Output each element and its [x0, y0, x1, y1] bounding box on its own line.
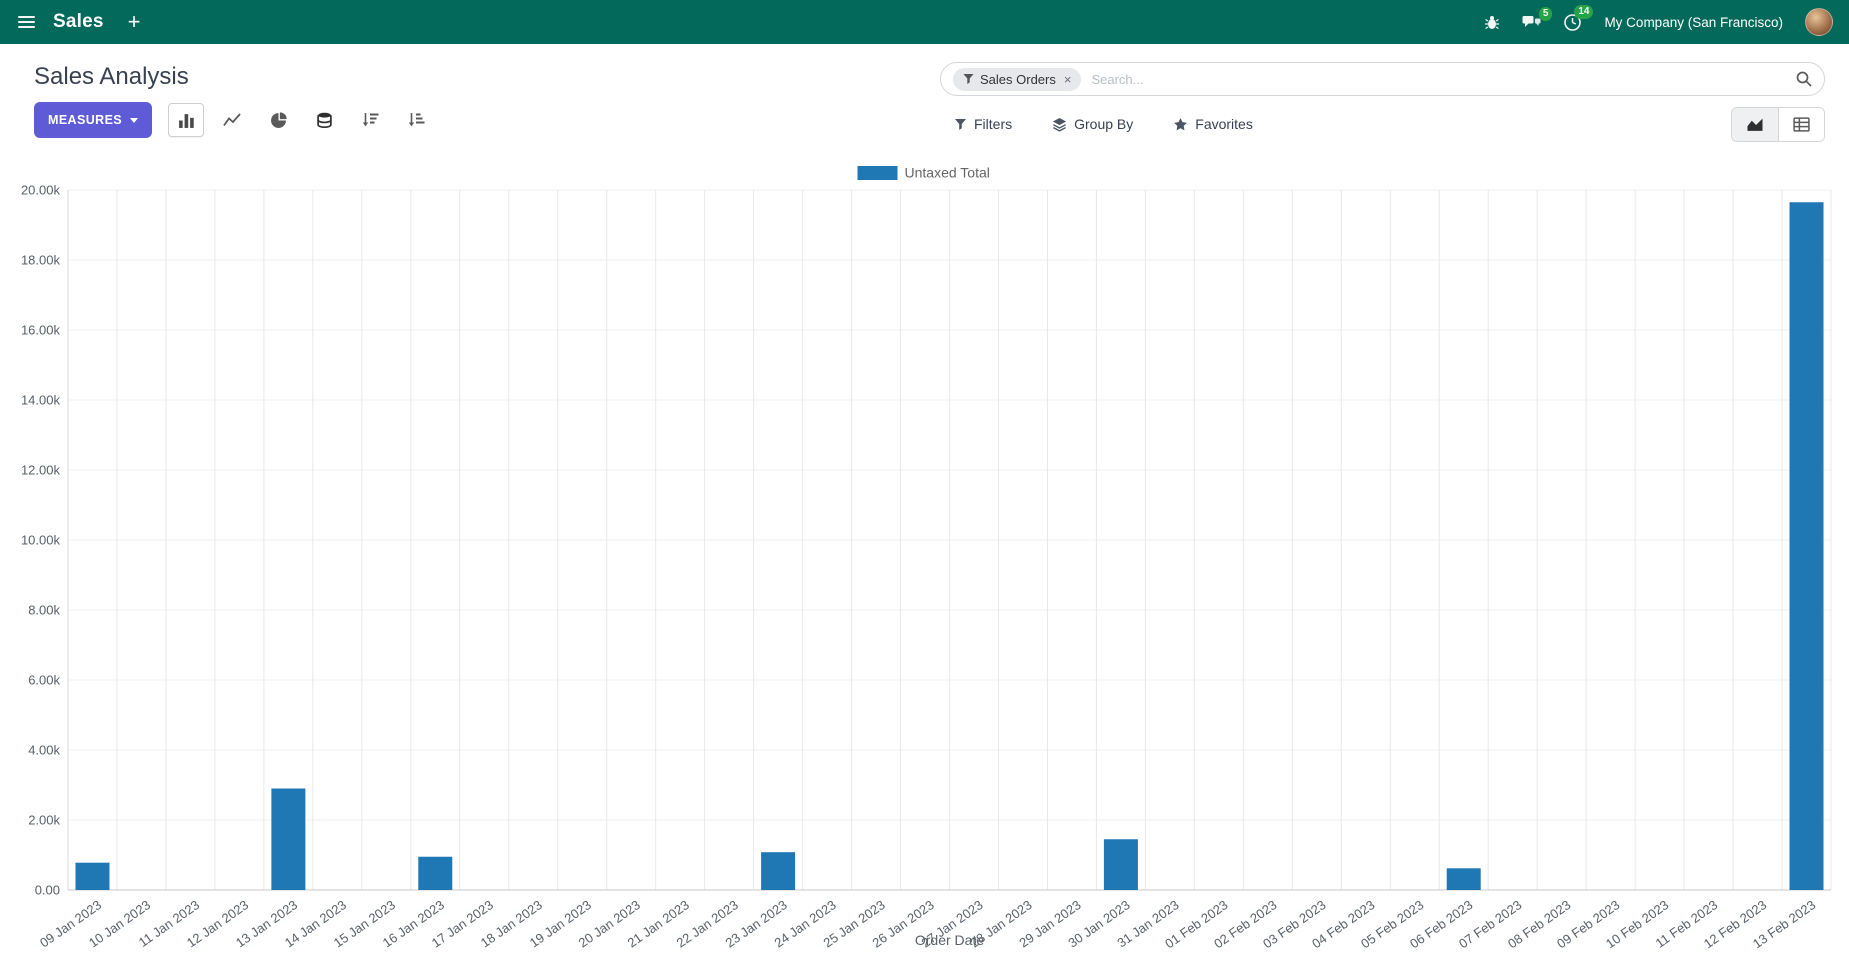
y-tick-label: 16.00k: [21, 323, 61, 338]
search-input[interactable]: [1089, 70, 1788, 88]
favorites-button[interactable]: Favorites: [1167, 115, 1259, 133]
view-switcher: [1731, 106, 1825, 142]
y-tick-label: 14.00k: [21, 393, 61, 408]
sort-descending-icon: [362, 113, 379, 127]
sort-descending-button[interactable]: [352, 103, 388, 137]
bar-chart-button[interactable]: [168, 103, 205, 137]
pie-chart-icon: [270, 111, 287, 128]
bar-09-Jan-2023[interactable]: [75, 862, 110, 890]
messages-icon[interactable]: 5: [1522, 6, 1553, 30]
layers-icon: [1053, 117, 1067, 132]
sort-ascending-icon: [408, 113, 425, 127]
facet-close-icon[interactable]: ×: [1063, 71, 1072, 87]
page-title: Sales Analysis: [34, 63, 189, 90]
stacked-icon: [316, 112, 332, 128]
y-tick-label: 18.00k: [21, 253, 61, 268]
top-navbar: Sales + 5: [0, 0, 1849, 44]
y-tick-label: 6.00k: [28, 673, 60, 688]
pivot-view-button[interactable]: [1778, 107, 1824, 141]
app-name[interactable]: Sales: [53, 11, 104, 32]
activities-clock-icon[interactable]: 14: [1563, 4, 1594, 32]
bar-13-Feb-2023[interactable]: [1789, 202, 1824, 890]
area-chart-icon: [1747, 118, 1763, 131]
measures-button[interactable]: MEASURES: [34, 102, 153, 138]
y-tick-label: 12.00k: [21, 463, 61, 478]
debug-bug-icon[interactable]: [1484, 14, 1500, 30]
group-by-label: Group By: [1074, 116, 1134, 132]
line-chart-button[interactable]: [214, 103, 250, 137]
pie-chart-button[interactable]: [260, 103, 296, 137]
y-tick-label: 8.00k: [28, 603, 60, 618]
legend-label[interactable]: Untaxed Total: [905, 165, 990, 181]
apps-menu-icon[interactable]: [16, 12, 37, 32]
bar-chart-icon: [178, 113, 194, 128]
bar-16-Jan-2023[interactable]: [418, 856, 453, 890]
x-axis-title: Order Date: [915, 932, 984, 948]
sales-analysis-chart: 0.00 2.00k 4.00k 6.00k 8.00k 10.00k 12.00k 14.0…: [21, 165, 1832, 951]
measures-button-label: MEASURES: [48, 113, 123, 127]
bar-23-Jan-2023[interactable]: [761, 852, 796, 890]
y-tick-label: 10.00k: [21, 533, 61, 548]
filter-funnel-icon: [963, 73, 974, 85]
pivot-table-icon: [1793, 116, 1810, 132]
facet-label: Sales Orders: [980, 71, 1056, 87]
legend-swatch[interactable]: [857, 166, 898, 180]
star-icon: [1174, 117, 1188, 130]
graph-view-button[interactable]: [1732, 107, 1778, 141]
messages-badge: 5: [1538, 6, 1553, 21]
bar-13-Jan-2023[interactable]: [271, 788, 306, 891]
y-tick-label: 0.00: [35, 883, 60, 898]
search-bar[interactable]: Sales Orders ×: [940, 62, 1825, 96]
y-tick-label: 2.00k: [28, 813, 60, 828]
filters-button[interactable]: Filters: [948, 115, 1018, 133]
chevron-down-icon: [130, 117, 139, 123]
group-by-button[interactable]: Group By: [1046, 115, 1139, 133]
sort-ascending-button[interactable]: [398, 103, 434, 137]
company-switcher[interactable]: My Company (San Francisco): [1604, 14, 1783, 30]
activities-badge: 14: [1574, 4, 1594, 19]
y-tick-label: 20.00k: [21, 183, 61, 198]
control-panel: Sales Analysis MEASURES: [0, 44, 1849, 148]
search-icon[interactable]: [1796, 71, 1812, 87]
search-facet-sales-orders[interactable]: Sales Orders ×: [953, 67, 1082, 91]
filters-label: Filters: [974, 116, 1013, 132]
filter-funnel-icon: [955, 118, 966, 130]
favorites-label: Favorites: [1195, 116, 1253, 132]
line-chart-icon: [223, 113, 241, 127]
stacked-toggle-button[interactable]: [306, 103, 342, 137]
bar-30-Jan-2023[interactable]: [1103, 839, 1138, 890]
bar-06-Feb-2023[interactable]: [1446, 868, 1481, 890]
y-tick-label: 4.00k: [28, 743, 60, 758]
new-plus-button[interactable]: +: [127, 9, 141, 34]
user-avatar[interactable]: [1805, 8, 1833, 36]
